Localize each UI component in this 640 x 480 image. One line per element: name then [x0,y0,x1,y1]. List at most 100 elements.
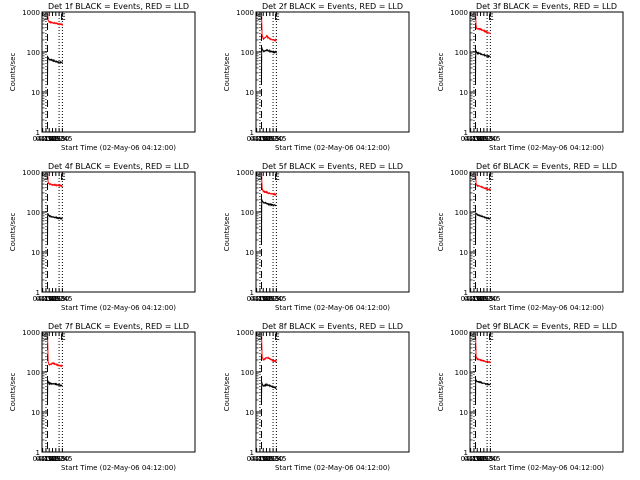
x-tick-label: 05:30 [49,135,69,143]
y-axis-label: Counts/sec [223,53,231,92]
x-tick-label: 05:45 [52,295,72,303]
y-tick-label: 10 [459,89,468,97]
x-tick-label: 04:30 [464,455,484,463]
y-tick-label: 1 [464,289,468,297]
y-axis-label: Counts/sec [223,213,231,252]
x-tick-label: 04:30 [464,135,484,143]
y-tick-label: 100 [27,369,40,377]
y-tick-label: 1 [250,289,254,297]
x-tick-label: 05:15 [46,135,66,143]
x-tick-label: 04:30 [250,295,270,303]
x-axis-label: Start Time (02-May-06 04:12:00) [489,304,604,312]
x-tick-label: 05:00 [256,455,276,463]
x-tick-label: 04:15 [33,455,53,463]
x-tick-label: 05:45 [266,295,286,303]
plot-frame [41,331,196,453]
events-series-line [475,212,491,241]
y-tick-label: 100 [241,209,254,217]
x-axis-label: Start Time (02-May-06 04:12:00) [489,144,604,152]
x-tick-label: 05:45 [52,455,72,463]
y-tick-label: 1 [36,129,40,137]
x-tick-label: 04:30 [36,135,56,143]
marker-s: S [43,333,49,343]
plot-frame [255,11,410,133]
x-tick-label: 04:45 [253,135,273,143]
x-tick-label: 05:00 [42,135,62,143]
panel-det-3: Det 3f BLACK = Events, RED = LLD S E 04:150… [437,2,624,152]
y-tick-label: 100 [241,369,254,377]
x-tick-label: 05:45 [266,455,286,463]
marker-s: S [257,173,263,183]
y-tick-label: 10 [31,89,40,97]
y-axis-label: Counts/sec [9,373,17,412]
panel-det-1: Det 1f BLACK = Events, RED = LLD S E 04:150… [9,2,196,152]
x-tick-label: 04:30 [464,295,484,303]
y-tick-label: 100 [27,209,40,217]
x-tick-label: 04:45 [253,455,273,463]
y-tick-label: 100 [241,49,254,57]
x-tick-label: 05:00 [256,295,276,303]
x-tick-label: 05:15 [260,455,280,463]
x-tick-label: 04:45 [39,455,59,463]
chart-title: Det 3f BLACK = Events, RED = LLD [476,2,617,11]
y-tick-label: 100 [455,369,468,377]
x-tick-label: 05:45 [480,455,500,463]
chart-title: Det 2f BLACK = Events, RED = LLD [262,2,403,11]
x-tick-label: 04:45 [467,135,487,143]
panel-det-9: Det 9f BLACK = Events, RED = LLD S E 04:150… [437,322,624,472]
y-tick-label: 1000 [236,169,254,177]
x-tick-label: 04:15 [461,135,481,143]
chart-title: Det 6f BLACK = Events, RED = LLD [476,162,617,171]
y-tick-label: 10 [245,409,254,417]
x-tick-label: 05:00 [256,135,276,143]
lld-series-line [47,331,63,368]
y-tick-label: 100 [455,49,468,57]
x-tick-label: 04:15 [461,455,481,463]
events-series-line [261,46,277,81]
chart-title: Det 7f BLACK = Events, RED = LLD [48,322,189,331]
x-tick-label: 05:30 [477,135,497,143]
panel-det-2: Det 2f BLACK = Events, RED = LLD S E 04:150… [223,2,410,152]
marker-e: E [60,173,66,183]
marker-e: E [488,333,494,343]
y-tick-label: 10 [459,409,468,417]
x-tick-label: 04:45 [39,295,59,303]
plot-frame [41,171,196,293]
y-axis-label: Counts/sec [437,53,445,92]
x-tick-label: 04:45 [467,295,487,303]
x-tick-label: 05:00 [470,135,490,143]
plot-frame [255,331,410,453]
x-tick-label: 05:15 [474,135,494,143]
x-tick-label: 05:30 [263,135,283,143]
marker-s: S [43,173,49,183]
x-axis-label: Start Time (02-May-06 04:12:00) [275,464,390,472]
lld-series-line [261,331,277,363]
y-tick-label: 1 [36,289,40,297]
x-tick-label: 04:15 [33,295,53,303]
lld-series-line [47,171,63,188]
marker-e: E [60,13,66,23]
x-tick-label: 05:00 [42,295,62,303]
y-tick-label: 1 [464,129,468,137]
panel-det-8: Det 8f BLACK = Events, RED = LLD S E 04:150… [223,322,410,472]
x-tick-label: 04:30 [36,295,56,303]
marker-e: E [274,173,280,183]
y-tick-label: 10 [245,89,254,97]
x-axis-label: Start Time (02-May-06 04:12:00) [489,464,604,472]
events-series-line [261,199,277,241]
plot-frame [469,331,624,453]
events-series-line [47,55,63,81]
marker-e: E [274,13,280,23]
y-tick-label: 1000 [22,329,40,337]
x-axis-label: Start Time (02-May-06 04:12:00) [275,144,390,152]
marker-s: S [471,13,477,23]
y-axis-label: Counts/sec [9,53,17,92]
y-tick-label: 1000 [450,9,468,17]
x-tick-label: 04:15 [461,295,481,303]
x-tick-label: 04:15 [247,455,267,463]
x-tick-label: 05:45 [480,295,500,303]
y-tick-label: 10 [31,409,40,417]
x-tick-label: 05:00 [42,455,62,463]
chart-title: Det 5f BLACK = Events, RED = LLD [262,162,403,171]
